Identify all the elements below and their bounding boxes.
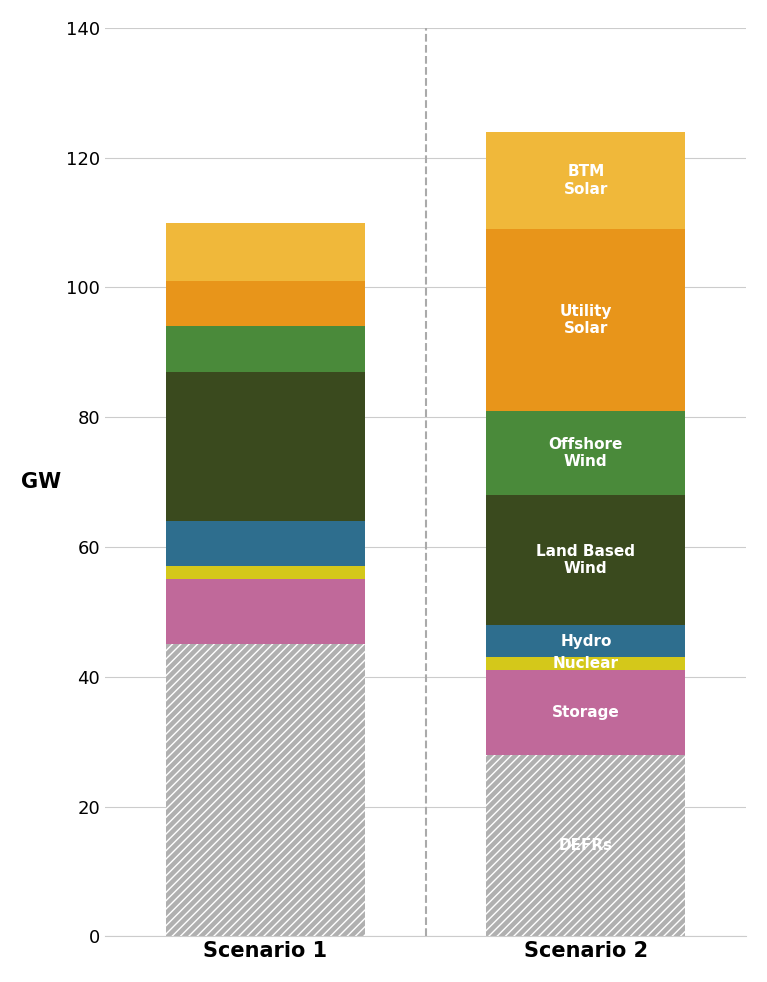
Text: BTM
Solar: BTM Solar bbox=[564, 164, 608, 196]
Bar bbox=[486, 625, 685, 657]
Bar bbox=[166, 644, 364, 936]
Text: Land Based
Wind: Land Based Wind bbox=[536, 544, 635, 576]
Bar bbox=[486, 671, 685, 754]
Text: Utility
Solar: Utility Solar bbox=[560, 303, 612, 336]
Bar bbox=[166, 372, 364, 521]
Y-axis label: GW: GW bbox=[21, 472, 61, 492]
Bar bbox=[166, 326, 364, 372]
Bar bbox=[486, 495, 685, 625]
Text: DEFRs: DEFRs bbox=[559, 838, 613, 853]
Bar bbox=[166, 579, 364, 644]
Bar bbox=[166, 281, 364, 326]
Bar bbox=[486, 754, 685, 936]
Bar bbox=[166, 521, 364, 567]
Bar bbox=[486, 410, 685, 495]
Bar bbox=[166, 223, 364, 281]
Bar bbox=[486, 754, 685, 936]
Text: Hydro: Hydro bbox=[560, 633, 611, 648]
Bar bbox=[166, 644, 364, 936]
Text: Storage: Storage bbox=[552, 705, 620, 720]
Bar bbox=[486, 132, 685, 229]
Text: Offshore
Wind: Offshore Wind bbox=[548, 437, 623, 469]
Bar bbox=[486, 229, 685, 410]
Bar bbox=[166, 567, 364, 579]
Bar bbox=[486, 657, 685, 671]
Text: Nuclear: Nuclear bbox=[553, 656, 619, 672]
